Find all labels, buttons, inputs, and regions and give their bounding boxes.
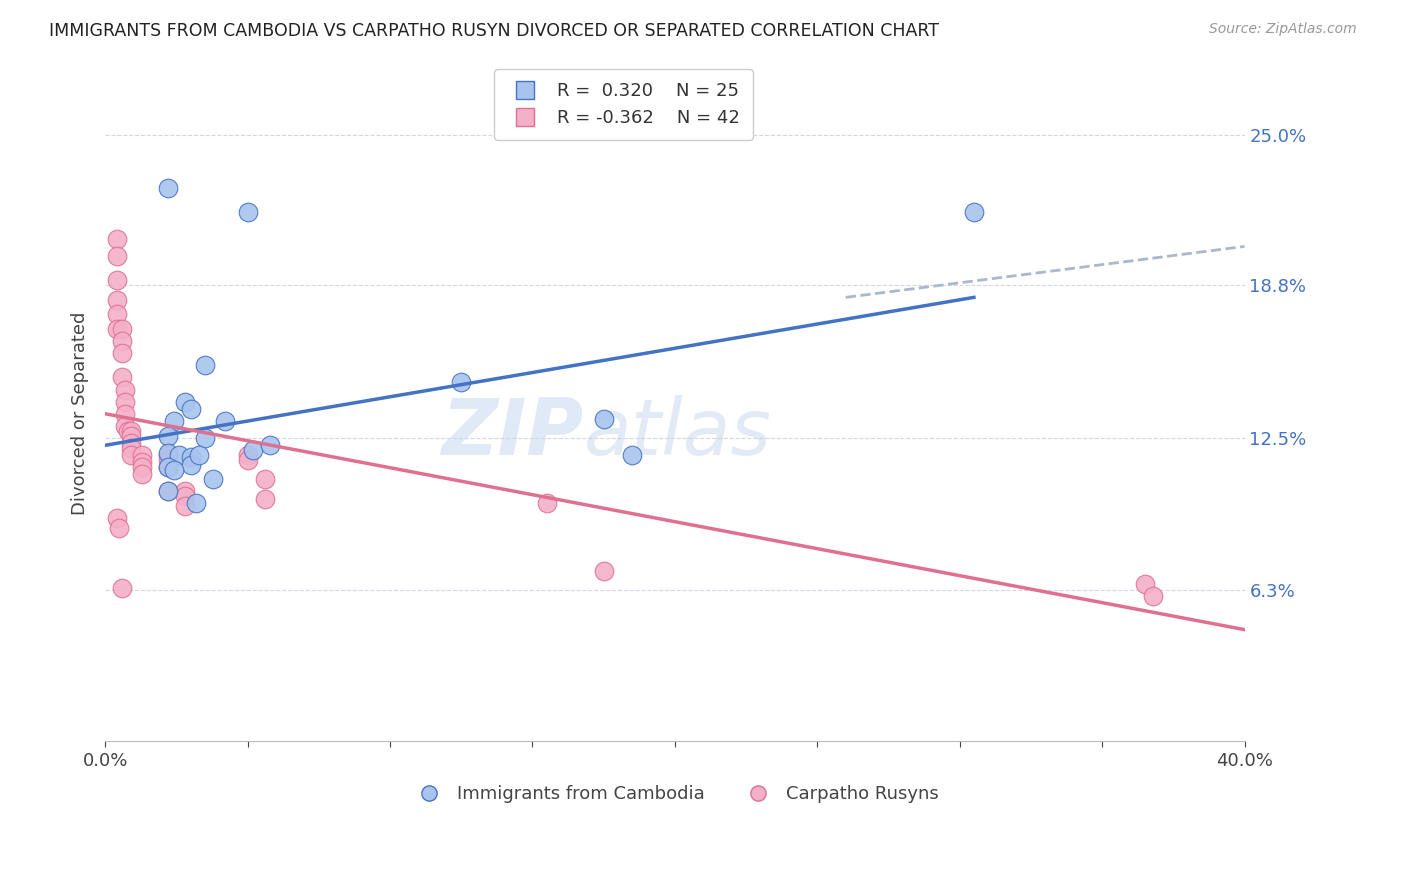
Point [120, 448, 142, 462]
Point [536, 496, 558, 510]
Point [131, 467, 153, 482]
Text: atlas: atlas [583, 395, 772, 471]
Point [963, 205, 986, 219]
Text: ZIP: ZIP [441, 395, 583, 471]
Text: Source: ZipAtlas.com: Source: ZipAtlas.com [1209, 22, 1357, 37]
Point [105, 249, 128, 263]
Point [202, 472, 225, 486]
Point [114, 407, 136, 421]
Point [120, 428, 142, 442]
Point [236, 448, 259, 462]
Point [120, 441, 142, 455]
Point [120, 435, 142, 450]
Point [188, 448, 211, 462]
Text: IMMIGRANTS FROM CAMBODIA VS CARPATHO RUSYN DIVORCED OR SEPARATED CORRELATION CHA: IMMIGRANTS FROM CAMBODIA VS CARPATHO RUS… [49, 22, 939, 40]
Point [131, 448, 153, 462]
Point [156, 484, 179, 499]
Point [120, 424, 142, 438]
Point [156, 448, 179, 462]
Point [186, 496, 208, 510]
Point [174, 489, 197, 503]
Point [174, 394, 197, 409]
Point [180, 401, 202, 416]
Point [105, 307, 128, 321]
Point [105, 322, 128, 336]
Point [156, 460, 179, 475]
Point [450, 376, 472, 390]
Point [1133, 576, 1156, 591]
Point [174, 499, 197, 513]
Point [156, 181, 179, 195]
Y-axis label: Divorced or Separated: Divorced or Separated [72, 312, 89, 516]
Legend: Immigrants from Cambodia, Carpatho Rusyns: Immigrants from Cambodia, Carpatho Rusyn… [404, 779, 946, 811]
Point [259, 438, 281, 452]
Point [105, 293, 128, 307]
Point [156, 460, 179, 475]
Point [114, 394, 136, 409]
Point [174, 484, 197, 499]
Point [236, 453, 259, 467]
Point [111, 582, 134, 596]
Point [169, 448, 191, 462]
Point [111, 334, 134, 348]
Point [156, 484, 179, 499]
Point [105, 232, 128, 246]
Point [1142, 589, 1164, 603]
Point [592, 565, 614, 579]
Point [156, 445, 179, 459]
Point [131, 460, 153, 475]
Point [114, 418, 136, 433]
Point [592, 411, 614, 425]
Point [111, 370, 134, 384]
Point [156, 453, 179, 467]
Point [114, 383, 136, 397]
Point [253, 472, 276, 486]
Point [621, 448, 644, 462]
Point [242, 443, 264, 458]
Point [253, 491, 276, 506]
Point [180, 450, 202, 465]
Point [194, 431, 217, 445]
Point [105, 273, 128, 287]
Point [111, 346, 134, 360]
Point [108, 521, 131, 535]
Point [131, 455, 153, 469]
Point [111, 322, 134, 336]
Point [236, 205, 259, 219]
Point [117, 424, 139, 438]
Point [214, 414, 236, 428]
Point [162, 462, 184, 476]
Point [162, 414, 184, 428]
Point [180, 458, 202, 472]
Point [156, 428, 179, 442]
Point [194, 358, 217, 372]
Point [105, 511, 128, 525]
